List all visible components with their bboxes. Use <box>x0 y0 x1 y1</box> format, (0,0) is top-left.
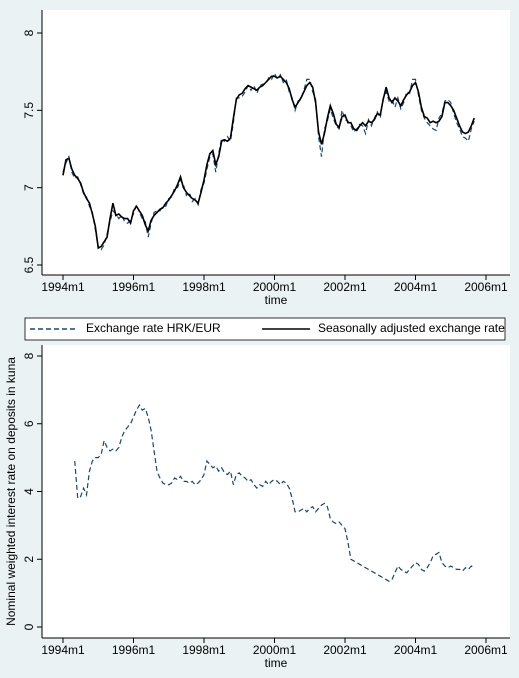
x-tick-label: 2002m1 <box>323 280 367 294</box>
plot-area <box>42 345 510 638</box>
legend-label: Seasonally adjusted exchange rate <box>318 321 505 335</box>
x-tick-label: 2006m1 <box>464 643 508 657</box>
x-tick-label: 1994m1 <box>41 643 85 657</box>
data-line <box>74 403 475 582</box>
x-tick-label: 2002m1 <box>323 643 367 657</box>
y-tick-label: 0 <box>22 623 36 630</box>
x-tick-label: 2004m1 <box>394 280 438 294</box>
y-tick-label: 6 <box>22 420 36 427</box>
x-tick-label: 1996m1 <box>112 643 156 657</box>
legend-label: Exchange rate HRK/EUR <box>86 321 221 335</box>
x-tick-label: 1998m1 <box>182 643 226 657</box>
x-tick-label: 1996m1 <box>112 280 156 294</box>
x-tick-label: 2006m1 <box>464 280 508 294</box>
y-tick-label: 7 <box>22 184 36 191</box>
x-tick-label: 2000m1 <box>253 643 297 657</box>
x-tick-label: 1994m1 <box>41 280 85 294</box>
y-tick-label: 6.5 <box>22 256 36 273</box>
y-tick-label: 4 <box>22 488 36 495</box>
y-tick-label: 2 <box>22 556 36 563</box>
data-line <box>62 75 475 250</box>
x-tick-label: 1998m1 <box>182 280 226 294</box>
y-tick-label: 8 <box>22 29 36 36</box>
y-tick-label: 7.5 <box>22 102 36 119</box>
y-axis-title: Nominal weighted interest rate on deposi… <box>4 357 18 626</box>
x-tick-label: 2000m1 <box>253 280 297 294</box>
plot-area <box>42 10 510 275</box>
x-tick-label: 2004m1 <box>394 643 438 657</box>
y-tick-label: 8 <box>22 352 36 359</box>
x-axis-title: time <box>265 656 288 670</box>
x-axis-title: time <box>265 293 288 307</box>
